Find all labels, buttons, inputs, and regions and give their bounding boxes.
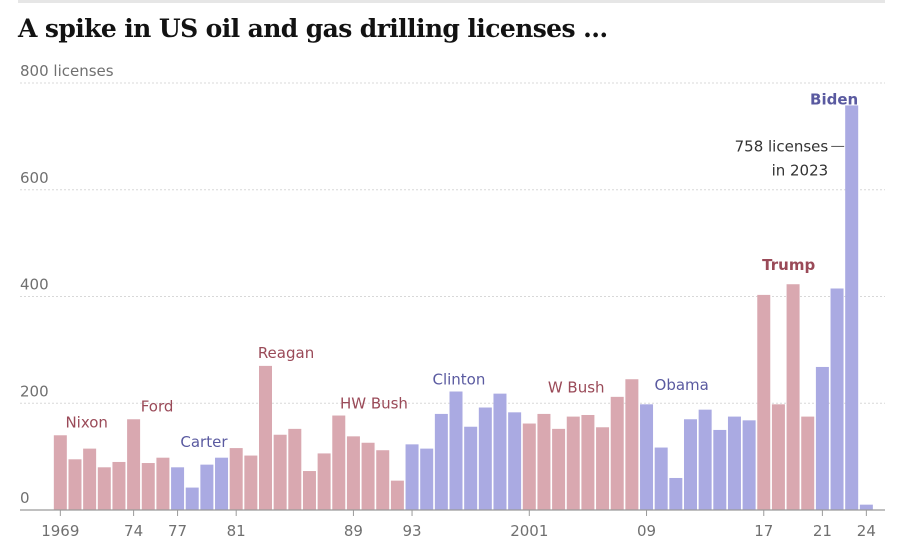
x-tick-label: 74	[124, 522, 143, 540]
bar-1981	[229, 448, 243, 510]
bar-1998	[478, 407, 492, 510]
x-tick-label: 1969	[41, 522, 79, 540]
president-label-clinton: Clinton	[432, 371, 485, 389]
bar-1985	[288, 428, 302, 510]
bar-2018	[771, 404, 785, 510]
president-label-obama: Obama	[655, 376, 709, 394]
bar-1990	[361, 442, 375, 510]
president-label-biden: Biden	[810, 90, 858, 108]
bar-2013	[698, 409, 712, 510]
bar-1995	[434, 413, 448, 510]
bar-1987	[317, 453, 331, 510]
bar-1971	[83, 448, 97, 510]
bar-2009	[640, 404, 654, 510]
chart-title: A spike in US oil and gas drilling licen…	[18, 14, 608, 43]
bar-1970	[68, 459, 82, 510]
president-label-ford: Ford	[141, 397, 174, 415]
bar-1969	[53, 435, 67, 510]
bar-1973	[112, 461, 126, 510]
bar-2004	[566, 416, 580, 510]
bar-2016	[742, 420, 756, 510]
x-tick-label: 24	[857, 522, 876, 540]
bar-1997	[464, 426, 478, 510]
annotation-text: in 2023	[772, 161, 829, 179]
bar-1986	[302, 471, 316, 510]
bar-1984	[273, 434, 287, 510]
bar-1993	[405, 444, 419, 510]
bar-2007	[610, 396, 624, 510]
x-tick-label: 17	[754, 522, 773, 540]
bar-1992	[390, 480, 404, 510]
bar-1996	[449, 391, 463, 510]
x-tick-label: 93	[403, 522, 422, 540]
bar-2000	[508, 412, 522, 510]
bar-2017	[757, 294, 771, 510]
bar-1999	[493, 393, 507, 510]
bar-1989	[346, 436, 360, 510]
bar-1974	[127, 419, 141, 510]
annotation-text: 758 licenses	[735, 137, 829, 155]
x-tick-label: 89	[344, 522, 363, 540]
x-tick-label: 81	[227, 522, 246, 540]
president-label-reagan: Reagan	[258, 344, 314, 362]
top-rule	[18, 0, 885, 3]
bar-2021	[815, 366, 829, 510]
x-tick-label: 2001	[510, 522, 548, 540]
bar-1982	[244, 455, 258, 510]
president-label-trump: Trump	[762, 256, 815, 274]
bar-1976	[156, 457, 170, 510]
president-label-nixon: Nixon	[65, 413, 108, 431]
bar-1978	[185, 487, 199, 510]
bar-1983	[258, 365, 272, 510]
bar-2022	[830, 288, 844, 510]
y-tick-label: 200	[20, 382, 49, 400]
bar-1988	[332, 415, 346, 510]
bar-1991	[376, 450, 390, 510]
bar-2006	[596, 427, 610, 510]
bar-2008	[625, 379, 639, 510]
bar-1994	[420, 448, 434, 510]
president-label-w-bush: W Bush	[548, 379, 605, 397]
bar-2012	[683, 419, 697, 510]
bar-2014	[713, 429, 727, 510]
bar-2020	[801, 416, 815, 510]
bar-1975	[141, 463, 155, 510]
bar-2015	[727, 416, 741, 510]
bar-2010	[654, 447, 668, 510]
y-tick-label: 0	[20, 489, 30, 507]
bar-1979	[200, 464, 214, 510]
bar-2024	[859, 504, 873, 510]
bar-2003	[552, 428, 566, 510]
president-label-hw-bush: HW Bush	[340, 395, 408, 413]
bar-1972	[97, 467, 111, 510]
bar-2011	[669, 477, 683, 510]
bar-1977	[171, 467, 185, 510]
x-tick-label: 09	[637, 522, 656, 540]
bar-2002	[537, 413, 551, 510]
y-tick-label: 400	[20, 276, 49, 294]
y-tick-label: 800 licenses	[20, 62, 114, 80]
y-tick-label: 600	[20, 169, 49, 187]
bar-2005	[581, 414, 595, 510]
bar-2023	[845, 105, 859, 510]
x-tick-label: 77	[168, 522, 187, 540]
bar-2019	[786, 284, 800, 510]
bar-1980	[215, 457, 229, 510]
x-tick-label: 21	[813, 522, 832, 540]
bar-2001	[522, 423, 536, 510]
president-label-carter: Carter	[180, 433, 228, 451]
